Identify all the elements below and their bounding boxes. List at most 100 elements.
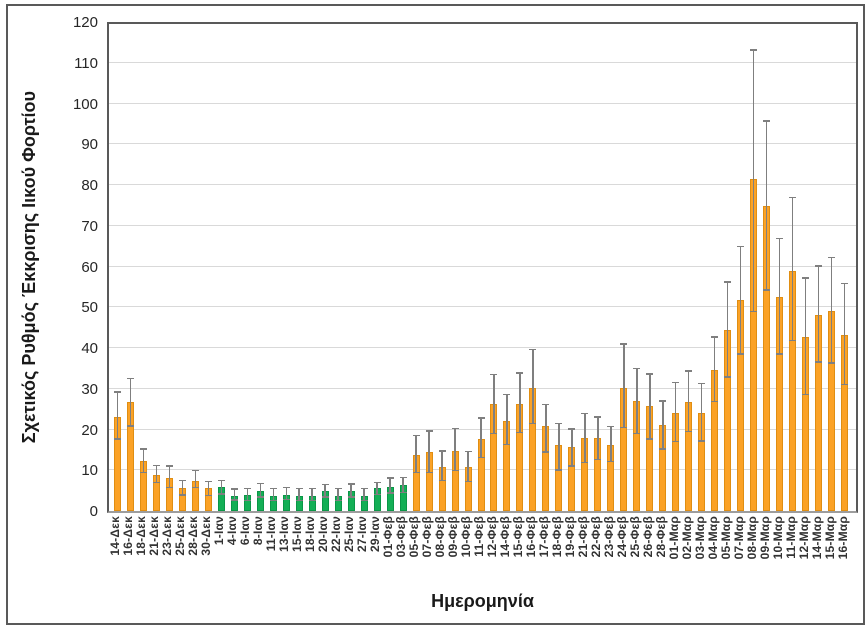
error-cap xyxy=(217,493,225,495)
error-bar-6-Ιαν xyxy=(246,489,249,502)
error-cap xyxy=(334,487,342,489)
error-cap xyxy=(594,458,602,461)
error-cap xyxy=(607,460,615,463)
error-bar-18-Ιαν xyxy=(311,489,313,502)
error-cap xyxy=(308,487,316,490)
x-tick-label: 03-Φεβ xyxy=(394,516,409,558)
error-cap xyxy=(581,461,589,464)
y-axis-tick-labels: 0 10 20 30 40 50 60 70 80 90 100 110 120 xyxy=(40,14,98,520)
error-cap xyxy=(256,496,264,498)
error-cap xyxy=(347,483,355,485)
error-cap xyxy=(568,465,576,467)
error-cap xyxy=(139,471,147,474)
error-cap xyxy=(282,486,290,489)
y-tick-label: 10 xyxy=(81,462,98,480)
error-cap xyxy=(438,479,446,482)
error-cap xyxy=(594,416,602,418)
x-tick-label: 15-Μαρ xyxy=(822,516,837,560)
x-tick-label: 21-Φεβ xyxy=(575,516,590,558)
error-bar-14-Δεκ xyxy=(116,392,119,440)
error-bar-16-Δεκ xyxy=(129,379,132,427)
x-tick-label: 08-Φεβ xyxy=(433,516,448,558)
error-cap xyxy=(178,494,186,496)
error-cap xyxy=(204,480,212,483)
error-cap xyxy=(295,487,303,489)
error-bar-07-Μαρ xyxy=(739,247,742,355)
x-tick-label: 03-Μαρ xyxy=(692,516,707,560)
error-cap xyxy=(386,477,394,479)
error-cap xyxy=(542,451,550,453)
error-bar-08-Φεβ xyxy=(441,451,443,482)
error-cap xyxy=(581,412,589,415)
y-tick-label: 40 xyxy=(81,340,98,357)
error-bar-13-Ιαν xyxy=(285,488,287,500)
error-bar-11-Ιαν xyxy=(272,489,275,502)
error-cap xyxy=(373,493,381,496)
error-cap xyxy=(178,479,186,482)
error-cap xyxy=(672,381,680,384)
error-cap xyxy=(633,432,641,435)
error-cap xyxy=(711,400,719,403)
error-cap xyxy=(217,479,225,482)
y-tick-label: 90 xyxy=(81,136,98,154)
error-cap xyxy=(815,265,823,267)
error-cap xyxy=(750,49,758,51)
x-tick-label: 12-Φεβ xyxy=(484,516,499,558)
error-bar-23-Δεκ xyxy=(168,466,171,489)
error-bar-08-Μαρ xyxy=(752,50,755,313)
error-cap xyxy=(438,450,446,452)
y-tick-label: 60 xyxy=(81,258,98,276)
x-tick-label: 23-Φεβ xyxy=(601,516,616,558)
error-bar-09-Μαρ xyxy=(765,121,768,291)
x-tick-label: 07-Μαρ xyxy=(731,516,746,560)
error-cap xyxy=(269,487,277,489)
error-cap xyxy=(828,362,836,364)
y-tick-label: 50 xyxy=(81,299,98,317)
x-tick-label: 04-Μαρ xyxy=(705,516,720,560)
gridline xyxy=(109,428,856,430)
error-bar-10-Φεβ xyxy=(467,452,469,483)
gridline xyxy=(109,61,856,63)
error-cap xyxy=(165,465,173,467)
gridline xyxy=(109,224,856,226)
error-cap xyxy=(126,425,134,427)
error-cap xyxy=(243,499,251,502)
error-bar-22-Φεβ xyxy=(597,417,599,461)
x-tick-label: 10-Φεβ xyxy=(459,516,474,558)
error-cap xyxy=(464,480,472,483)
error-cap xyxy=(477,417,485,419)
gridline xyxy=(109,347,856,348)
x-axis-tick-labels: 14-Δεκ 16-Δεκ 18-Δεκ 21-Δεκ 23-Δεκ 25-Δεκ 28-Δ… xyxy=(107,516,858,592)
y-tick-label: 70 xyxy=(81,217,98,235)
gridline xyxy=(109,102,856,104)
error-bar-02-Μαρ xyxy=(687,371,690,433)
error-cap xyxy=(308,499,316,502)
error-cap xyxy=(841,282,848,285)
error-cap xyxy=(126,377,134,380)
error-cap xyxy=(776,237,784,240)
error-cap xyxy=(282,498,290,500)
error-cap xyxy=(685,430,693,433)
error-cap xyxy=(490,373,498,376)
x-axis-title: Ημερομηνία xyxy=(431,591,534,611)
x-tick-label: 26-Φεβ xyxy=(640,516,655,558)
error-cap xyxy=(802,277,810,279)
error-cap xyxy=(737,245,745,248)
error-bar-21-Φεβ xyxy=(584,414,586,464)
error-bar-03-Μαρ xyxy=(700,384,703,442)
error-cap xyxy=(724,376,732,378)
error-bar-4-Ιαν xyxy=(233,489,236,501)
error-bar-07-Φεβ xyxy=(428,431,430,474)
error-bar-12-Μαρ xyxy=(804,278,807,396)
error-cap xyxy=(425,430,433,432)
y-tick-label: 120 xyxy=(72,14,98,31)
error-cap xyxy=(763,120,771,122)
error-bar-15-Φεβ xyxy=(519,373,521,434)
error-cap xyxy=(763,289,771,291)
error-cap xyxy=(555,422,563,425)
error-cap xyxy=(451,427,459,430)
error-cap xyxy=(789,196,797,199)
error-bar-16-Φεβ xyxy=(532,350,534,425)
error-bar-27-Ιαν xyxy=(363,489,365,502)
